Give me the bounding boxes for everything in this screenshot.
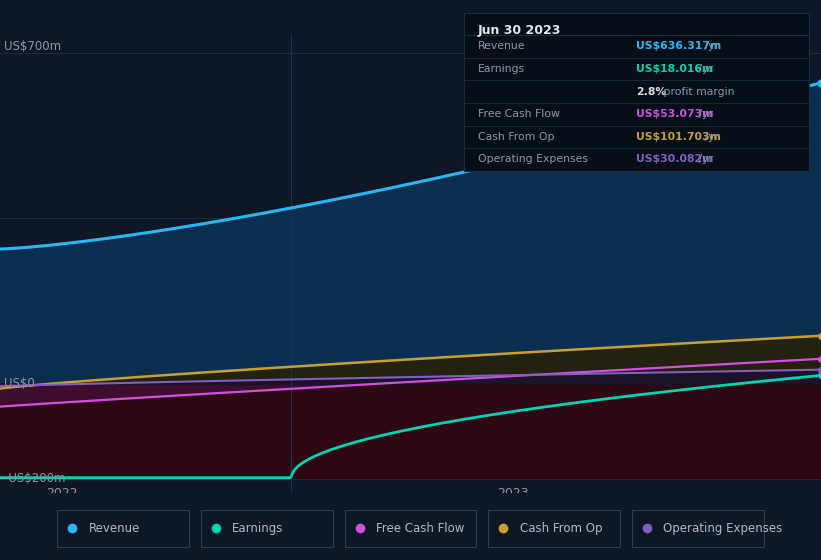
FancyBboxPatch shape [201, 510, 333, 547]
Text: Revenue: Revenue [478, 41, 525, 52]
Text: profit margin: profit margin [660, 87, 734, 96]
Text: Revenue: Revenue [89, 521, 140, 535]
Text: US$0: US$0 [4, 377, 34, 390]
Text: Operating Expenses: Operating Expenses [478, 155, 588, 165]
Text: US$18.016m: US$18.016m [636, 64, 713, 74]
Text: -US$200m: -US$200m [4, 472, 66, 485]
Text: 2.8%: 2.8% [636, 87, 667, 96]
FancyBboxPatch shape [632, 510, 764, 547]
Text: /yr: /yr [695, 155, 713, 165]
Text: Cash From Op: Cash From Op [478, 132, 554, 142]
Text: 2023: 2023 [498, 487, 529, 500]
Text: US$101.703m: US$101.703m [636, 132, 721, 142]
Text: Free Cash Flow: Free Cash Flow [478, 109, 560, 119]
Text: 2022: 2022 [46, 487, 77, 500]
Text: US$53.073m: US$53.073m [636, 109, 713, 119]
Text: US$700m: US$700m [4, 40, 62, 53]
Text: Earnings: Earnings [478, 64, 525, 74]
Text: /yr: /yr [695, 109, 713, 119]
Text: /yr: /yr [701, 132, 718, 142]
FancyBboxPatch shape [345, 510, 476, 547]
FancyBboxPatch shape [57, 510, 189, 547]
Text: /yr: /yr [695, 64, 713, 74]
Text: US$30.082m: US$30.082m [636, 155, 713, 165]
Text: Cash From Op: Cash From Op [520, 521, 602, 535]
Text: Free Cash Flow: Free Cash Flow [376, 521, 465, 535]
Text: Jun 30 2023: Jun 30 2023 [478, 24, 561, 37]
FancyBboxPatch shape [488, 510, 620, 547]
Text: /yr: /yr [701, 41, 718, 52]
Text: US$636.317m: US$636.317m [636, 41, 722, 52]
Text: Earnings: Earnings [232, 521, 284, 535]
Text: Operating Expenses: Operating Expenses [663, 521, 782, 535]
